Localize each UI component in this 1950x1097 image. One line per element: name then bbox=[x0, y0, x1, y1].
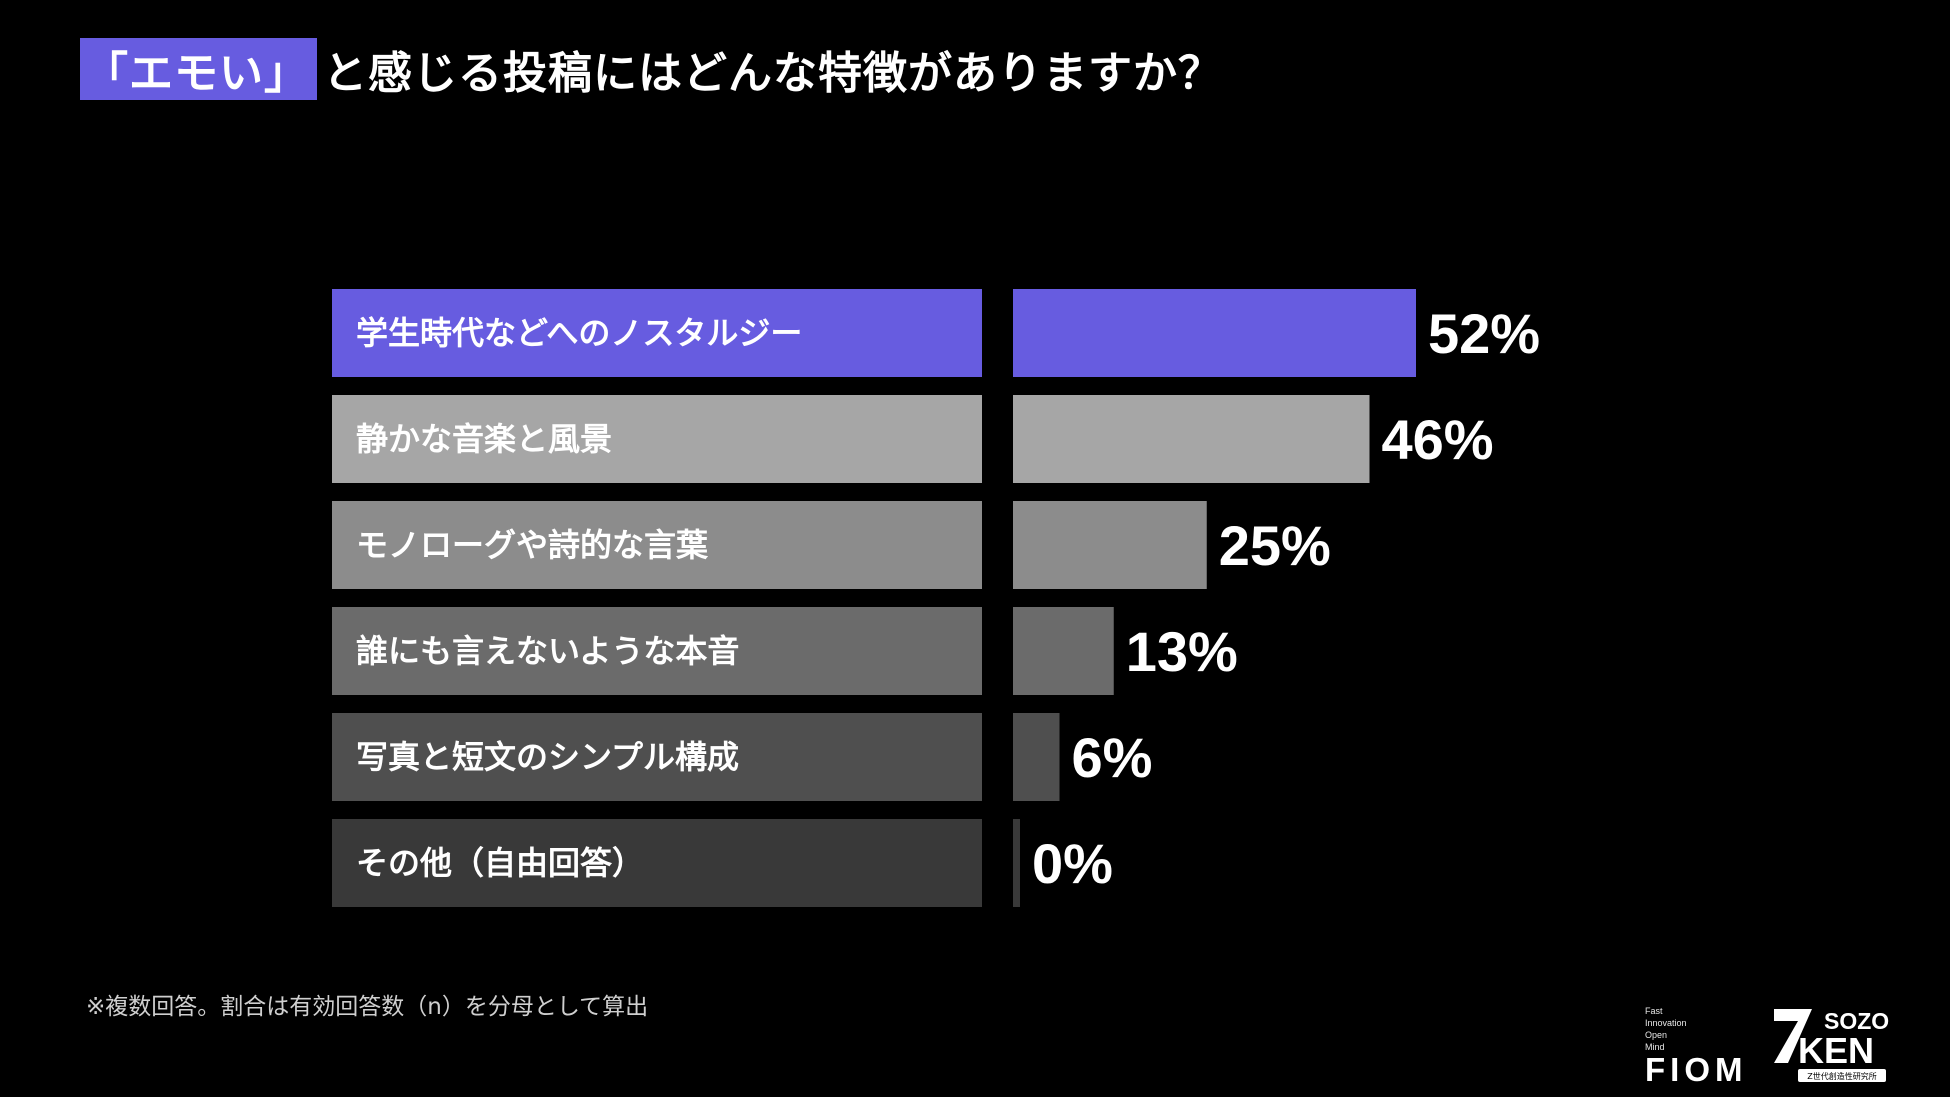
category-label: 静かな音楽と風景 bbox=[356, 420, 612, 458]
value-label: 0% bbox=[1032, 832, 1113, 895]
fiom-tagline-1: Fast bbox=[1645, 1006, 1663, 1016]
fiom-tagline-2: Innovation bbox=[1645, 1018, 1687, 1028]
bar-row: 写真と短文のシンプル構成 6% bbox=[332, 713, 1152, 801]
category-label-box bbox=[332, 713, 982, 801]
category-label-box bbox=[332, 607, 982, 695]
bar bbox=[1013, 819, 1020, 907]
bar bbox=[1013, 713, 1060, 801]
value-label: 6% bbox=[1072, 726, 1153, 789]
sozoken-logo: SOZO KEN Z世代創造性研究所 bbox=[1774, 1008, 1889, 1082]
bar bbox=[1013, 607, 1114, 695]
category-label: その他（自由回答） bbox=[356, 844, 644, 882]
category-label: モノローグや詩的な言葉 bbox=[356, 526, 709, 564]
bar-row: その他（自由回答） 0% bbox=[332, 819, 1113, 907]
logo-ken: KEN bbox=[1798, 1030, 1874, 1071]
category-label-box bbox=[332, 819, 982, 907]
category-label: 学生時代などへのノスタルジー bbox=[356, 314, 802, 352]
fiom-logo: Fast Innovation Open Mind FIOM bbox=[1645, 1005, 1755, 1090]
title-highlight: 「エモい」 bbox=[80, 38, 317, 100]
title-text: と感じる投稿にはどんな特徴がありますか？ bbox=[323, 48, 1223, 99]
bar-row: 学生時代などへのノスタルジー 52% bbox=[332, 289, 1540, 377]
bar-row: 静かな音楽と風景 46% bbox=[332, 395, 1494, 483]
category-label-box bbox=[332, 501, 982, 589]
fiom-name: FIOM bbox=[1645, 1051, 1748, 1088]
bar bbox=[1013, 289, 1416, 377]
category-label-box bbox=[332, 289, 982, 377]
fiom-tagline-3: Open bbox=[1645, 1030, 1668, 1040]
category-label-box bbox=[332, 395, 982, 483]
bar bbox=[1013, 395, 1370, 483]
value-label: 13% bbox=[1126, 620, 1238, 683]
bar bbox=[1013, 501, 1207, 589]
value-label: 52% bbox=[1428, 302, 1540, 365]
logo-sozo: SOZO bbox=[1824, 1008, 1889, 1034]
z-mark bbox=[1774, 1009, 1812, 1063]
footnote: ※複数回答。割合は有効回答数（n）を分母として算出 bbox=[86, 994, 649, 1020]
logo-sub: Z世代創造性研究所 bbox=[1807, 1071, 1876, 1081]
logo-sub-bg bbox=[1798, 1069, 1886, 1082]
bar-row: 誰にも言えないような本音 13% bbox=[332, 607, 1238, 695]
category-label: 写真と短文のシンプル構成 bbox=[356, 738, 739, 776]
chart-title: 「エモい」 と感じる投稿にはどんな特徴がありますか？ bbox=[80, 36, 1223, 102]
fiom-tagline-4: Mind bbox=[1645, 1042, 1665, 1052]
value-label: 25% bbox=[1219, 514, 1331, 577]
category-label: 誰にも言えないような本音 bbox=[356, 632, 739, 670]
bar-row: モノローグや詩的な言葉 25% bbox=[332, 501, 1331, 589]
value-label: 46% bbox=[1382, 408, 1494, 471]
